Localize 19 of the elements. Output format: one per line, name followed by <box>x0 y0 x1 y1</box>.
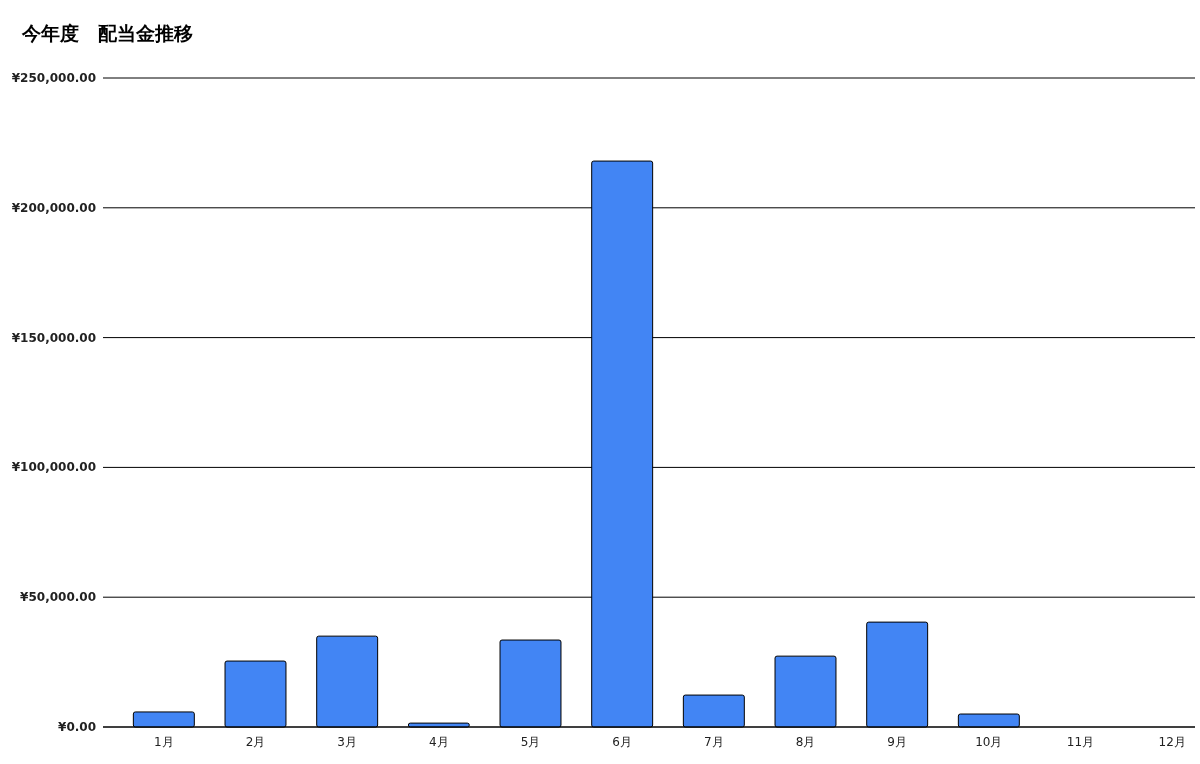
x-tick-label: 7月 <box>704 735 724 749</box>
x-tick-label: 10月 <box>975 735 1003 749</box>
y-tick-label: ¥250,000.00 <box>11 71 96 85</box>
x-tick-label: 11月 <box>1066 735 1095 749</box>
chart-title: 今年度 配当金推移 <box>21 22 193 44</box>
x-tick-label: 2月 <box>245 735 266 749</box>
x-tick-label: 9月 <box>887 735 907 749</box>
x-tick-label: 12月 <box>1158 735 1186 749</box>
y-tick-label: ¥100,000.00 <box>11 460 96 475</box>
y-tick-label: ¥0.00 <box>58 720 96 734</box>
x-tick-label: 4月 <box>429 735 449 749</box>
x-tick-label: 8月 <box>795 735 816 749</box>
y-tick-label: ¥50,000.00 <box>20 590 96 605</box>
y-tick-label: ¥150,000.00 <box>11 330 96 345</box>
x-tick-label: 5月 <box>520 735 541 749</box>
x-tick-label: 6月 <box>612 735 632 749</box>
x-tick-label: 3月 <box>337 735 357 749</box>
y-tick-label: ¥200,000.00 <box>11 200 96 215</box>
x-tick-label: 1月 <box>154 735 174 749</box>
